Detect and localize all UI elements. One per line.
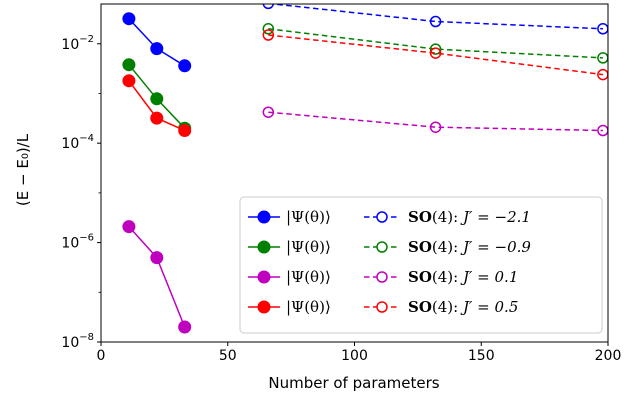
legend-marker-solid-1	[257, 240, 271, 254]
data-point-7-0	[262, 29, 275, 41]
legend-box	[239, 196, 603, 334]
data-point-4-1	[429, 15, 442, 28]
data-point-5-0	[262, 23, 275, 35]
legend-marker-solid-0	[257, 210, 271, 224]
legend-marker-solid-2	[257, 270, 271, 284]
axes: 0 50 100 150 200 10−8 10−6 10−4 10−2	[61, 3, 622, 364]
data-point-7-1	[429, 47, 442, 59]
legend-marker-dashed-2	[376, 271, 388, 283]
data-point-4-0	[262, 4, 275, 10]
data-point-2-2	[178, 320, 192, 334]
series-line-4	[268, 4, 603, 30]
y-tick-label-2: 10−4	[61, 133, 94, 152]
series-group	[122, 4, 608, 334]
data-point-0-1	[150, 42, 164, 56]
plot-area	[122, 4, 608, 334]
data-point-3-1	[150, 111, 164, 125]
data-point-2-1	[150, 251, 164, 265]
data-point-0-0	[122, 12, 136, 26]
x-tick-label-0: 0	[97, 348, 106, 364]
series-line-2	[128, 226, 186, 328]
legend-label-solid-3: |Ψ(θ)⟩	[286, 298, 331, 316]
legend-marker-solid-3	[257, 300, 271, 314]
legend-label-dashed-3: SO(4): J′ = 0.5	[408, 298, 518, 316]
data-point-5-1	[429, 43, 442, 55]
data-point-3-0	[122, 74, 136, 88]
series-line-7	[268, 34, 603, 76]
data-point-1-1	[150, 92, 164, 106]
legend-label-dashed-0: SO(4): J′ = −2.1	[408, 208, 531, 226]
y-tick-label-0: 10−8	[61, 332, 94, 351]
legend-label-dashed-1: SO(4): J′ = −0.9	[408, 238, 531, 256]
x-tick-label-1: 50	[219, 348, 237, 364]
x-tick-label-3: 150	[468, 348, 495, 364]
data-point-2-0	[122, 220, 136, 234]
legend-marker-dashed-0	[376, 211, 388, 223]
legend-label-solid-2: |Ψ(θ)⟩	[286, 268, 331, 286]
data-point-6-0	[262, 106, 275, 118]
y-tick-label-1: 10−6	[61, 233, 94, 252]
series-line-6	[268, 111, 603, 132]
series-line-5	[268, 28, 603, 59]
legend-marker-dashed-1	[376, 241, 388, 253]
x-tick-label-4: 200	[595, 348, 622, 364]
data-point-3-2	[178, 124, 192, 137]
legend-marker-dashed-3	[376, 301, 388, 313]
legend-label-solid-1: |Ψ(θ)⟩	[286, 238, 331, 256]
legend-label-solid-0: |Ψ(θ)⟩	[286, 208, 331, 226]
x-tick-label-2: 100	[341, 348, 368, 364]
y-axis-label: (E − E₀)/L	[14, 133, 32, 206]
data-point-1-0	[122, 58, 136, 72]
x-axis-label: Number of parameters	[268, 374, 439, 392]
data-point-0-2	[178, 59, 192, 73]
legend-label-dashed-2: SO(4): J′ = 0.1	[408, 268, 518, 286]
y-tick-label-3: 10−2	[61, 34, 94, 53]
legend: |Ψ(θ)⟩ SO(4): J′ = −2.1 |Ψ(θ)⟩ SO(4): J′ = …	[239, 196, 603, 334]
data-point-6-1	[429, 121, 442, 133]
